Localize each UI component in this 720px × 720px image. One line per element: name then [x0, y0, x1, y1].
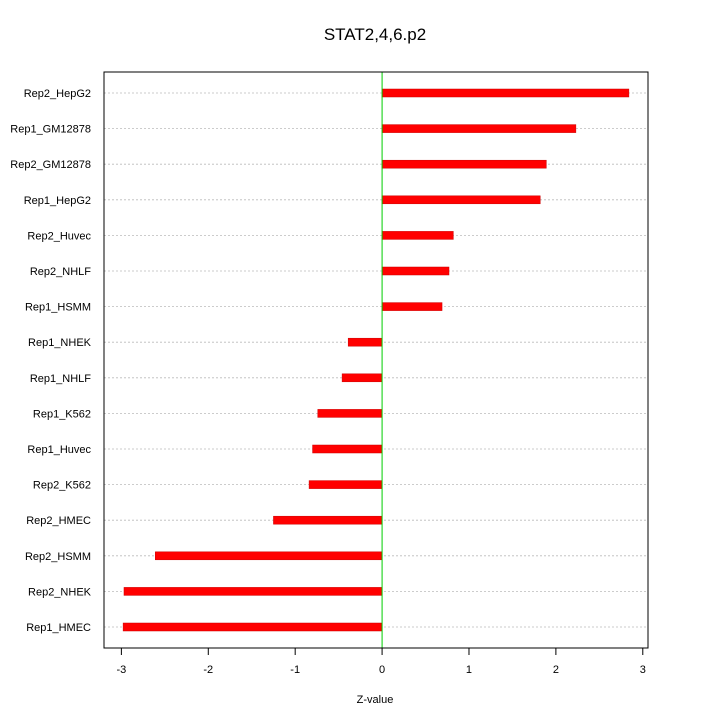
- y-tick-labels: Rep2_HepG2 Rep1_GM12878 Rep2_GM12878 Rep1_H…: [10, 88, 91, 634]
- x-axis: -3 -2 -1 0 1 2 3: [116, 647, 646, 676]
- y-tick-label: Rep1_K562: [33, 408, 91, 420]
- x-tick-label: -2: [203, 664, 213, 676]
- x-tick-label: 3: [640, 664, 646, 676]
- bar: [381, 302, 443, 311]
- y-tick-label: Rep2_NHLF: [30, 266, 91, 278]
- bar: [317, 409, 383, 418]
- bar: [273, 515, 383, 525]
- y-tick-label: Rep2_HepG2: [24, 88, 91, 100]
- x-tick-label: -3: [116, 664, 126, 676]
- y-tick-label: Rep1_HMEC: [26, 622, 91, 634]
- plot-area-frame: [103, 71, 649, 649]
- y-tick-label: Rep1_HepG2: [24, 195, 91, 207]
- bar: [381, 88, 630, 98]
- grid-lines: [104, 92, 648, 628]
- bar: [381, 231, 454, 240]
- y-tick-label: Rep1_Huvec: [27, 444, 91, 456]
- y-tick-label: Rep2_HSMM: [25, 551, 91, 563]
- bar: [123, 587, 383, 596]
- x-axis-label: Z-value: [357, 694, 394, 706]
- y-tick-label: Rep2_GM12878: [10, 159, 91, 171]
- y-tick-label: Rep2_NHEK: [28, 586, 92, 598]
- x-tick-label: -1: [290, 664, 300, 676]
- y-tick-label: Rep1_HSMM: [25, 302, 91, 314]
- y-tick-label: Rep2_K562: [33, 480, 91, 492]
- y-tick-label: Rep1_GM12878: [10, 124, 91, 136]
- x-tick-label: 1: [466, 664, 472, 676]
- bar: [381, 195, 541, 205]
- bar: [347, 337, 383, 347]
- bar: [155, 551, 383, 561]
- bar: [381, 124, 577, 133]
- chart-title: STAT2,4,6.p2: [324, 25, 426, 44]
- bar: [381, 159, 547, 169]
- y-tick-label: Rep1_NHEK: [28, 337, 92, 349]
- bar: [381, 266, 450, 276]
- bars: [122, 88, 630, 632]
- bar: [122, 622, 383, 632]
- y-tick-label: Rep2_Huvec: [27, 230, 91, 242]
- bar: [308, 480, 383, 489]
- bar: [341, 373, 383, 383]
- bar: [312, 444, 383, 454]
- x-tick-label: 2: [553, 664, 559, 676]
- x-tick-label: 0: [379, 664, 385, 676]
- y-tick-label: Rep2_HMEC: [26, 515, 91, 527]
- y-tick-label: Rep1_NHLF: [30, 373, 91, 385]
